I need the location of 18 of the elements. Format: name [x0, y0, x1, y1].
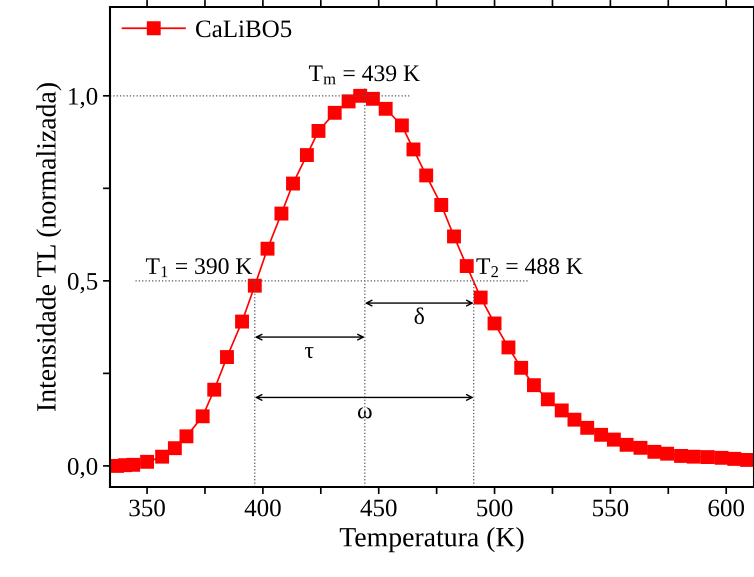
- x-tick-label: 600: [708, 500, 744, 516]
- annotation: τ: [305, 347, 314, 358]
- x-tick-label: 550: [593, 500, 628, 516]
- annotation: T$_{2}$ = 488 K: [476, 258, 583, 278]
- x-tick-label: 450: [360, 500, 397, 516]
- annotation: T$_{1}$ = 390 K: [146, 258, 252, 278]
- y-axis-title: Intensidade TL (normalizada): [36, 83, 62, 412]
- x-tick-label: 400: [244, 500, 281, 516]
- y-tick-label: 0,5: [68, 272, 98, 294]
- y-tick-label: 1,0: [69, 88, 98, 108]
- x-tick-label: 500: [477, 500, 512, 516]
- annotation: δ: [414, 307, 424, 324]
- x-tick-label: 350: [130, 500, 165, 516]
- legend-label: CaLiBO5: [196, 20, 292, 38]
- x-axis-title: Temperatura (K): [340, 527, 524, 552]
- y-tick-label: 0,0: [68, 458, 98, 478]
- annotation: T$_{m}$ = 439 K: [308, 65, 420, 84]
- annotation: ω: [358, 407, 372, 418]
